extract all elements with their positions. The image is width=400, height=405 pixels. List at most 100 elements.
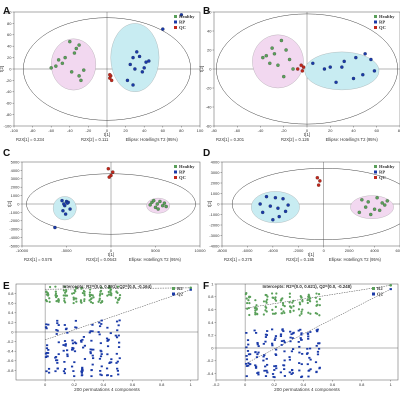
y-tick-label: 60: [207, 9, 212, 14]
data-point-r2: [301, 299, 304, 302]
data-point-r2: [283, 311, 286, 315]
data-point-qc: [318, 179, 322, 183]
data-point-q2: [108, 362, 111, 365]
data-point-r2: [298, 301, 301, 304]
data-point-q2: [99, 373, 102, 376]
y-tick-label: 0: [11, 329, 14, 334]
y-tick-label: 0: [209, 66, 212, 71]
data-point-r2: [291, 301, 294, 304]
data-point-q2: [100, 374, 103, 377]
data-point-r2: [54, 285, 57, 288]
x-axis-label: t[1]: [108, 252, 114, 257]
data-point-q2: [63, 372, 66, 375]
data-point-q2: [99, 369, 102, 372]
data-point-r2: [254, 313, 257, 316]
data-point-q2: [249, 363, 252, 366]
data-point-q2: [62, 370, 66, 373]
x-tick-label: -80: [30, 128, 37, 133]
data-point-r2: [274, 299, 278, 302]
data-point-r2: [306, 298, 309, 302]
data-point-r2: [107, 290, 110, 294]
data-point-q2: [317, 347, 321, 350]
data-point-q2: [263, 369, 266, 372]
data-point-q2: [90, 369, 93, 372]
data-point-q2: [297, 341, 300, 343]
y-tick-label: -40: [206, 104, 213, 109]
y-tick-label: -0.6: [7, 358, 15, 363]
data-point-q2: [106, 353, 109, 356]
data-point-q2: [65, 349, 69, 352]
data-point-r2: [288, 301, 291, 304]
data-point-q2: [249, 353, 252, 356]
panel-f: F Intercepts: R2=(0.0, 0.621), Q2=(0.0, -…: [203, 281, 399, 392]
data-point-q2: [309, 368, 312, 371]
x-tick-label: -2000: [293, 248, 304, 253]
intercepts-title: Intercepts: R2=(0.0, 0.891), Q2=(0.0, -0…: [62, 284, 152, 289]
data-point-qc: [107, 175, 111, 179]
data-point-q2: [263, 354, 266, 357]
data-point-q2: [306, 333, 310, 335]
data-point-healthy: [79, 78, 83, 83]
y-tick-label: -20: [206, 85, 213, 90]
data-point-r2: [288, 295, 291, 299]
data-point-r2: [248, 295, 251, 298]
x-tick-label: 40: [351, 128, 356, 133]
data-point-q2: [116, 329, 119, 332]
data-point-q2: [91, 323, 94, 326]
data-point-q2: [100, 319, 103, 322]
x-tick-label: 10000: [194, 248, 206, 253]
data-point-q2: [257, 373, 260, 376]
data-point-r2: [271, 308, 274, 312]
data-point-r2: [318, 297, 321, 301]
data-point-q2: [82, 336, 85, 338]
data-point-r2: [316, 312, 319, 315]
data-point-q2: [275, 348, 278, 351]
data-point-q2: [110, 375, 113, 377]
x-tick-label: 0: [244, 382, 247, 387]
data-point-r2: [255, 304, 258, 307]
data-point-q2: [57, 341, 60, 344]
data-point-q2: [45, 355, 48, 358]
data-point-healthy: [148, 203, 152, 207]
data-point-q2: [45, 344, 49, 347]
data-point-healthy: [155, 202, 159, 206]
data-point-r2: [262, 300, 266, 303]
footer-ellipse-note: Ellipse: Hotelling's T2 (95%): [126, 137, 179, 142]
data-point-q2: [98, 325, 102, 328]
data-point-r2: [99, 292, 102, 296]
data-point-r2: [109, 289, 112, 292]
data-point-healthy: [366, 200, 370, 204]
data-point-r2: [116, 291, 119, 294]
legend-label-qc: QC: [379, 25, 386, 30]
data-point-q2: [253, 329, 256, 332]
data-point-q2: [275, 354, 278, 356]
data-point-q2: [245, 365, 249, 367]
data-point-r2: [271, 296, 274, 299]
data-point-q2: [273, 369, 276, 371]
y-tick-label: -3000: [209, 233, 220, 238]
panel-letter: E: [3, 281, 10, 292]
data-point-healthy: [282, 74, 286, 79]
data-point-q2: [317, 342, 321, 345]
data-point-r2: [280, 312, 283, 315]
data-point-q2: [283, 359, 286, 362]
data-point-q2: [114, 334, 117, 337]
data-point-r2: [107, 293, 111, 296]
data-point-q2: [45, 347, 49, 350]
data-point-q2: [273, 339, 276, 341]
data-point-r2: [262, 313, 265, 316]
data-point-r2: [72, 301, 75, 305]
data-point-r2: [65, 290, 68, 293]
data-point-qc: [106, 167, 111, 171]
x-tick-label: 60: [161, 128, 166, 133]
data-point-rp: [271, 218, 275, 222]
data-point-r2: [255, 307, 258, 310]
data-point-rp: [147, 59, 151, 63]
data-point-q2: [90, 339, 93, 342]
data-point-r2: [292, 299, 295, 302]
data-point-q2: [255, 365, 258, 368]
data-point-r2: [109, 286, 112, 290]
data-point-q2: [79, 339, 83, 342]
legend-label-rp: RP: [379, 20, 385, 25]
y-tick-label: -1000: [209, 212, 220, 217]
